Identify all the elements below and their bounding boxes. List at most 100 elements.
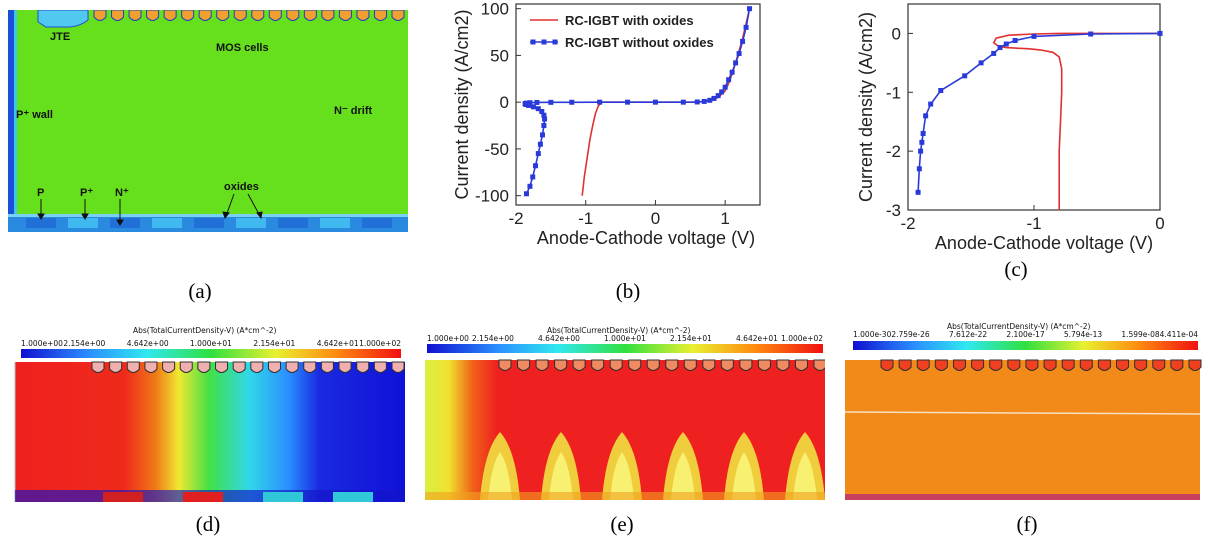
y-axis-label: Current density (A/cm2) (858, 12, 876, 202)
drift-region (8, 10, 408, 232)
data-point (726, 77, 732, 83)
mos-cell (391, 361, 405, 373)
mos-cell (776, 359, 790, 371)
mos-cell (216, 10, 230, 21)
oxides-label: oxides (224, 181, 259, 193)
data-point (548, 99, 554, 105)
legend-marker (541, 39, 547, 45)
colorbar-tick-label: 4.642e+00 (538, 334, 580, 343)
data-point (938, 88, 944, 94)
mos-cell (934, 359, 948, 371)
mos-cell (683, 359, 697, 371)
colorbar-tick-label: 1.000e+01 (604, 334, 646, 343)
data-point (711, 95, 717, 101)
colorbar-tick-label: 2.100e-17 (1006, 330, 1045, 339)
colorbar-tick-label: 1.599e-08 (1121, 330, 1160, 339)
data-point (722, 84, 728, 90)
data-point (918, 148, 924, 154)
colorbar-tick-label: 4.411e-04 (1160, 330, 1199, 339)
mos-cell (1007, 359, 1021, 371)
data-point (928, 101, 934, 107)
mos-cell (232, 361, 246, 373)
data-point (539, 132, 545, 138)
mos-cell (1152, 359, 1166, 371)
data-point (743, 24, 749, 30)
mos-cell (163, 10, 177, 21)
backside-cell (152, 218, 182, 228)
colorbar-f (853, 341, 1198, 350)
mos-cell (646, 359, 660, 371)
colorbar-tick-label: 1.000e+02 (781, 334, 823, 343)
y-tick-label: 50 (490, 46, 509, 65)
mos-cell (498, 359, 512, 371)
y-tick-label: 0 (892, 24, 901, 43)
data-point (541, 123, 547, 129)
data-point (539, 109, 545, 115)
mos-cell (794, 359, 808, 371)
data-point (523, 191, 529, 197)
data-point (527, 100, 533, 106)
caption-a: (a) (188, 279, 212, 303)
data-point (733, 60, 739, 66)
mos-cell (146, 10, 160, 21)
mos-cell (93, 10, 107, 21)
mos-cell (286, 10, 300, 21)
mos-cell (91, 361, 105, 373)
mos-cell (197, 361, 211, 373)
x-tick-label: 0 (1155, 214, 1164, 233)
mos-cell (628, 359, 642, 371)
y-tick-label: 0 (500, 93, 509, 112)
mos-cell (109, 361, 123, 373)
panel-f: Abs(TotalCurrentDensity-V) (A*cm^-2) 1.0… (844, 320, 1205, 505)
colorbar-tick-label: 1.000e+01 (190, 339, 232, 348)
mos-cell (268, 10, 282, 21)
legend-label: RC-IGBT without oxides (565, 35, 714, 50)
data-point (534, 99, 540, 105)
data-point (707, 97, 713, 103)
mos-cell (267, 361, 281, 373)
x-tick-label: -2 (900, 214, 915, 233)
data-point (1031, 33, 1037, 39)
x-tick-label: -1 (1026, 214, 1041, 233)
data-point (625, 99, 631, 105)
mos-cell (720, 359, 734, 371)
colorbar-e (427, 344, 823, 353)
current-density-map-d (15, 362, 405, 502)
colorbar-tick-label: 1.000e-30 (853, 330, 892, 339)
mos-cell (356, 10, 370, 21)
data-point (740, 38, 746, 44)
mos-cell (250, 361, 264, 373)
mos-cell (1188, 359, 1202, 371)
y-tick-label: -2 (886, 142, 901, 161)
x-axis-label: Anode-Cathode voltage (V) (537, 228, 755, 248)
colorbar-ticks-f: 1.000e-30 2.759e-26 7.612e-22 2.100e-17 5.79… (853, 330, 1198, 339)
mos-cell (321, 10, 335, 21)
series-line (992, 32, 1160, 210)
mos-cell (303, 10, 317, 21)
backside-cells (26, 218, 392, 228)
y-tick-label: -3 (886, 201, 901, 220)
data-point (719, 89, 725, 95)
mos-cell (517, 359, 531, 371)
colorbar-tick-label: 4.642e+00 (127, 339, 169, 348)
legend-marker (552, 39, 558, 45)
mos-cell (1116, 359, 1130, 371)
colorbar-tick-label: 2.154e+00 (472, 334, 514, 343)
caption-f: (f) (1016, 512, 1038, 536)
colorbar-tick-label: 2.154e+01 (670, 334, 712, 343)
mos-cells-label: MOS cells (216, 42, 269, 54)
caption-c: (c) (1004, 257, 1028, 281)
caption-e: (e) (610, 512, 634, 536)
data-point (533, 163, 539, 169)
x-tick-label: 1 (720, 209, 729, 228)
colorbar-tick-label: 1.000e+02 (359, 339, 401, 348)
mos-cell (952, 359, 966, 371)
mos-cell (898, 359, 912, 371)
jte-label: JTE (50, 31, 70, 43)
data-point (997, 45, 1003, 51)
mos-cell (916, 359, 930, 371)
data-point (701, 98, 707, 104)
mos-cell (971, 359, 985, 371)
data-point (680, 99, 686, 105)
colorbar-tick-label: 4.642e+01 (736, 334, 778, 343)
